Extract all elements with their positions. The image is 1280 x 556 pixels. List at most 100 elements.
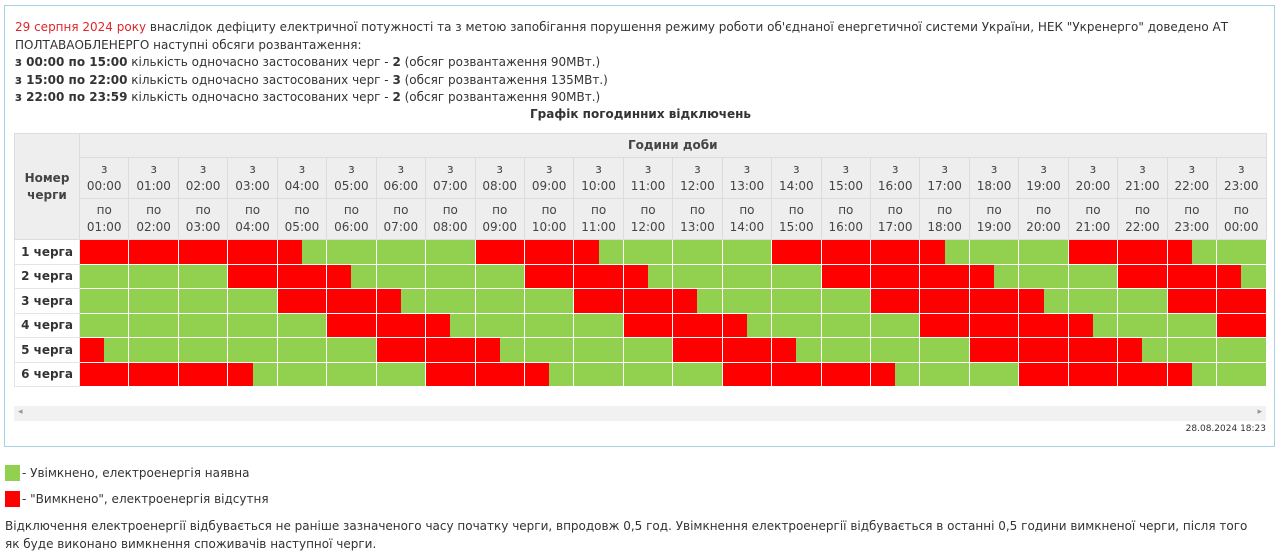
half-hour-on [598, 313, 623, 337]
hour-cell [474, 312, 525, 338]
hours-header: Години доби [79, 133, 1267, 158]
hour-cell [573, 337, 624, 363]
hour-to-header: по 06:00 [326, 198, 377, 240]
hour-cell [771, 239, 822, 265]
hour-cell [820, 288, 872, 314]
half-hour-off [1092, 338, 1118, 362]
hour-to-header: по 23:00 [1166, 198, 1218, 240]
hour-cell [1166, 337, 1218, 363]
hour-to-header: по 14:00 [721, 198, 773, 240]
hour-cell [177, 337, 229, 363]
hour-cell [1067, 288, 1119, 314]
hour-from-header: з 11:00 [622, 157, 674, 199]
hour-cell [1018, 288, 1069, 314]
hour-cell [1067, 312, 1119, 338]
queue-row: 5 черга [14, 337, 1267, 363]
hour-cell [375, 361, 427, 387]
half-hour-off [1019, 289, 1044, 313]
half-hour-on [426, 289, 451, 313]
half-hour-off [80, 240, 105, 264]
half-hour-on [574, 362, 599, 386]
half-hour-on [722, 240, 747, 264]
hour-cell [425, 361, 476, 387]
hour-cell [1166, 263, 1218, 289]
half-hour-on [648, 338, 673, 362]
scroll-left-icon[interactable]: ◂ [18, 407, 23, 417]
half-hour-off [796, 240, 821, 264]
hour-cell [128, 361, 179, 387]
half-hour-on [277, 362, 302, 386]
half-hour-off [203, 362, 228, 386]
hour-cell [1067, 337, 1119, 363]
half-hour-off [722, 313, 747, 337]
half-hour-off [178, 362, 204, 386]
half-hour-off [673, 289, 698, 313]
half-hour-on [450, 264, 475, 288]
hour-to-header: по 16:00 [820, 198, 872, 240]
hour-cell [276, 312, 328, 338]
hour-to-header: по 03:00 [177, 198, 229, 240]
half-hour-on [549, 338, 574, 362]
half-hour-on [450, 240, 475, 264]
scroll-right-icon[interactable]: ▸ [1257, 407, 1262, 417]
half-hour-on [623, 240, 649, 264]
hour-to-header: по 22:00 [1117, 198, 1168, 240]
hour-to-header: по 18:00 [919, 198, 970, 240]
intro-date: 29 серпня 2024 року [15, 20, 147, 34]
half-hour-on [252, 338, 277, 362]
half-hour-off [845, 240, 870, 264]
half-hour-on [203, 313, 228, 337]
half-hour-off [499, 240, 524, 264]
schedule-table: Номер черги Години доби з 00:00 з 01:00 з 02:00… [14, 133, 1267, 387]
hour-cell [177, 312, 229, 338]
half-hour-off [1068, 240, 1093, 264]
hour-from-header: з 09:00 [523, 157, 575, 199]
hour-cell [721, 288, 773, 314]
schedule-panel: 29 серпня 2024 року внаслідок дефіциту е… [4, 5, 1275, 447]
half-hour-off [969, 338, 995, 362]
half-hour-on [549, 289, 574, 313]
queue-label: 3 черга [14, 288, 80, 314]
half-hour-on [252, 289, 277, 313]
half-hour-on [252, 362, 277, 386]
half-hour-off [400, 338, 426, 362]
hour-cell [573, 288, 624, 314]
hour-cell [869, 361, 921, 387]
half-hour-off [1118, 264, 1143, 288]
hour-to-header: по 04:00 [227, 198, 278, 240]
half-hour-on [969, 362, 995, 386]
half-hour-on [746, 289, 772, 313]
hour-cell [672, 263, 723, 289]
hour-cell [771, 288, 822, 314]
half-hour-on [153, 289, 178, 313]
half-hour-on [598, 362, 623, 386]
hour-from-header: з 22:00 [1166, 157, 1218, 199]
hour-cell [573, 263, 624, 289]
hour-cell [1216, 337, 1267, 363]
half-hour-off [673, 338, 698, 362]
half-hour-on [228, 338, 253, 362]
half-hour-on [648, 362, 673, 386]
hour-cell [968, 239, 1020, 265]
half-hour-on [845, 313, 870, 337]
intro-body: внаслідок дефіциту електричної потужност… [15, 20, 1229, 52]
half-hour-off [524, 240, 550, 264]
half-hour-on [228, 313, 253, 337]
horizontal-scrollbar[interactable]: ◂ ▸ [14, 406, 1266, 421]
legend-off-label: - "Вимкнено", електроенергія відсутня [22, 492, 269, 506]
hour-cell [622, 312, 674, 338]
half-hour-on [178, 338, 204, 362]
half-hour-off [1068, 362, 1093, 386]
hour-cell [1166, 361, 1218, 387]
hour-from-header: з 01:00 [128, 157, 179, 199]
hour-cell [523, 263, 575, 289]
half-hour-on [1068, 264, 1093, 288]
hour-to-header: по 15:00 [771, 198, 822, 240]
half-hour-on [1092, 264, 1118, 288]
half-hour-on [499, 264, 524, 288]
hour-cell [326, 337, 377, 363]
half-hour-on [228, 289, 253, 313]
footnote: Відключення електроенергії відбувається … [5, 519, 1248, 551]
half-hour-on [203, 289, 228, 313]
half-hour-on [351, 338, 376, 362]
